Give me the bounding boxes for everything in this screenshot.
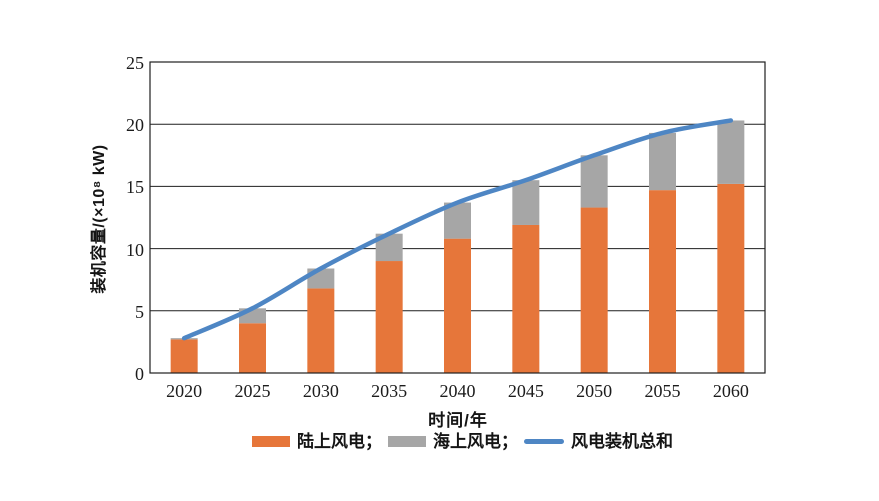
bar-onshore-2030 xyxy=(307,288,335,373)
x-tick-label-2060: 2060 xyxy=(712,381,749,401)
x-tick-label-2035: 2035 xyxy=(371,381,408,401)
x-tick-label-2025: 2025 xyxy=(234,381,271,401)
x-tick-label-2030: 2030 xyxy=(302,381,339,401)
bar-onshore-2045 xyxy=(512,224,540,373)
onshore-wind-swatch-icon xyxy=(252,435,290,447)
y-tick-label-25: 25 xyxy=(126,53,144,73)
x-tick-label-2040: 2040 xyxy=(439,381,476,401)
x-tick-label-2020: 2020 xyxy=(166,381,203,401)
legend-label-onshore-wind: 陆上风电； xyxy=(297,431,382,451)
bar-onshore-2055 xyxy=(649,190,676,373)
legend-item-onshore-wind: 陆上风电； xyxy=(252,428,382,454)
plot-border xyxy=(149,61,766,374)
x-tick-label-2055: 2055 xyxy=(644,381,681,401)
y-tick-label-15: 15 xyxy=(126,177,144,198)
legend-label-total-wind: 风电装机总和 xyxy=(571,431,673,451)
x-tick-label-2045: 2045 xyxy=(507,381,544,401)
bar-onshore-2035 xyxy=(375,261,403,373)
bar-onshore-2025 xyxy=(239,323,266,373)
total-wind-line-swatch-icon xyxy=(524,438,564,444)
y-axis-title: 装机容量/(×10⁸ kW) xyxy=(91,144,108,294)
y-tick-label-5: 5 xyxy=(135,301,144,322)
y-tick-label-10: 10 xyxy=(126,239,144,260)
bar-onshore-2050 xyxy=(580,207,608,373)
bar-onshore-2060 xyxy=(717,183,745,373)
legend-label-offshore-wind: 海上风电； xyxy=(433,431,518,451)
x-tick-label-2050: 2050 xyxy=(576,381,613,401)
legend-item-offshore-wind: 海上风电； xyxy=(388,428,518,454)
y-tick-label-20: 20 xyxy=(126,115,144,136)
y-tick-label-0: 0 xyxy=(135,364,144,384)
legend-item-total-wind: 风电装机总和 xyxy=(524,428,673,454)
total-wind-line xyxy=(181,118,734,341)
legend: 陆上风电； 海上风电； 风电装机总和 xyxy=(0,428,879,454)
bar-onshore-2020 xyxy=(170,339,198,373)
bar-offshore-2050 xyxy=(580,155,608,208)
bar-offshore-2060 xyxy=(717,120,745,184)
bar-offshore-2055 xyxy=(649,132,676,191)
offshore-wind-swatch-icon xyxy=(388,435,426,447)
bar-offshore-2045 xyxy=(512,180,540,225)
bar-onshore-2040 xyxy=(444,238,471,373)
x-axis-title: 时间/年 xyxy=(428,411,488,430)
